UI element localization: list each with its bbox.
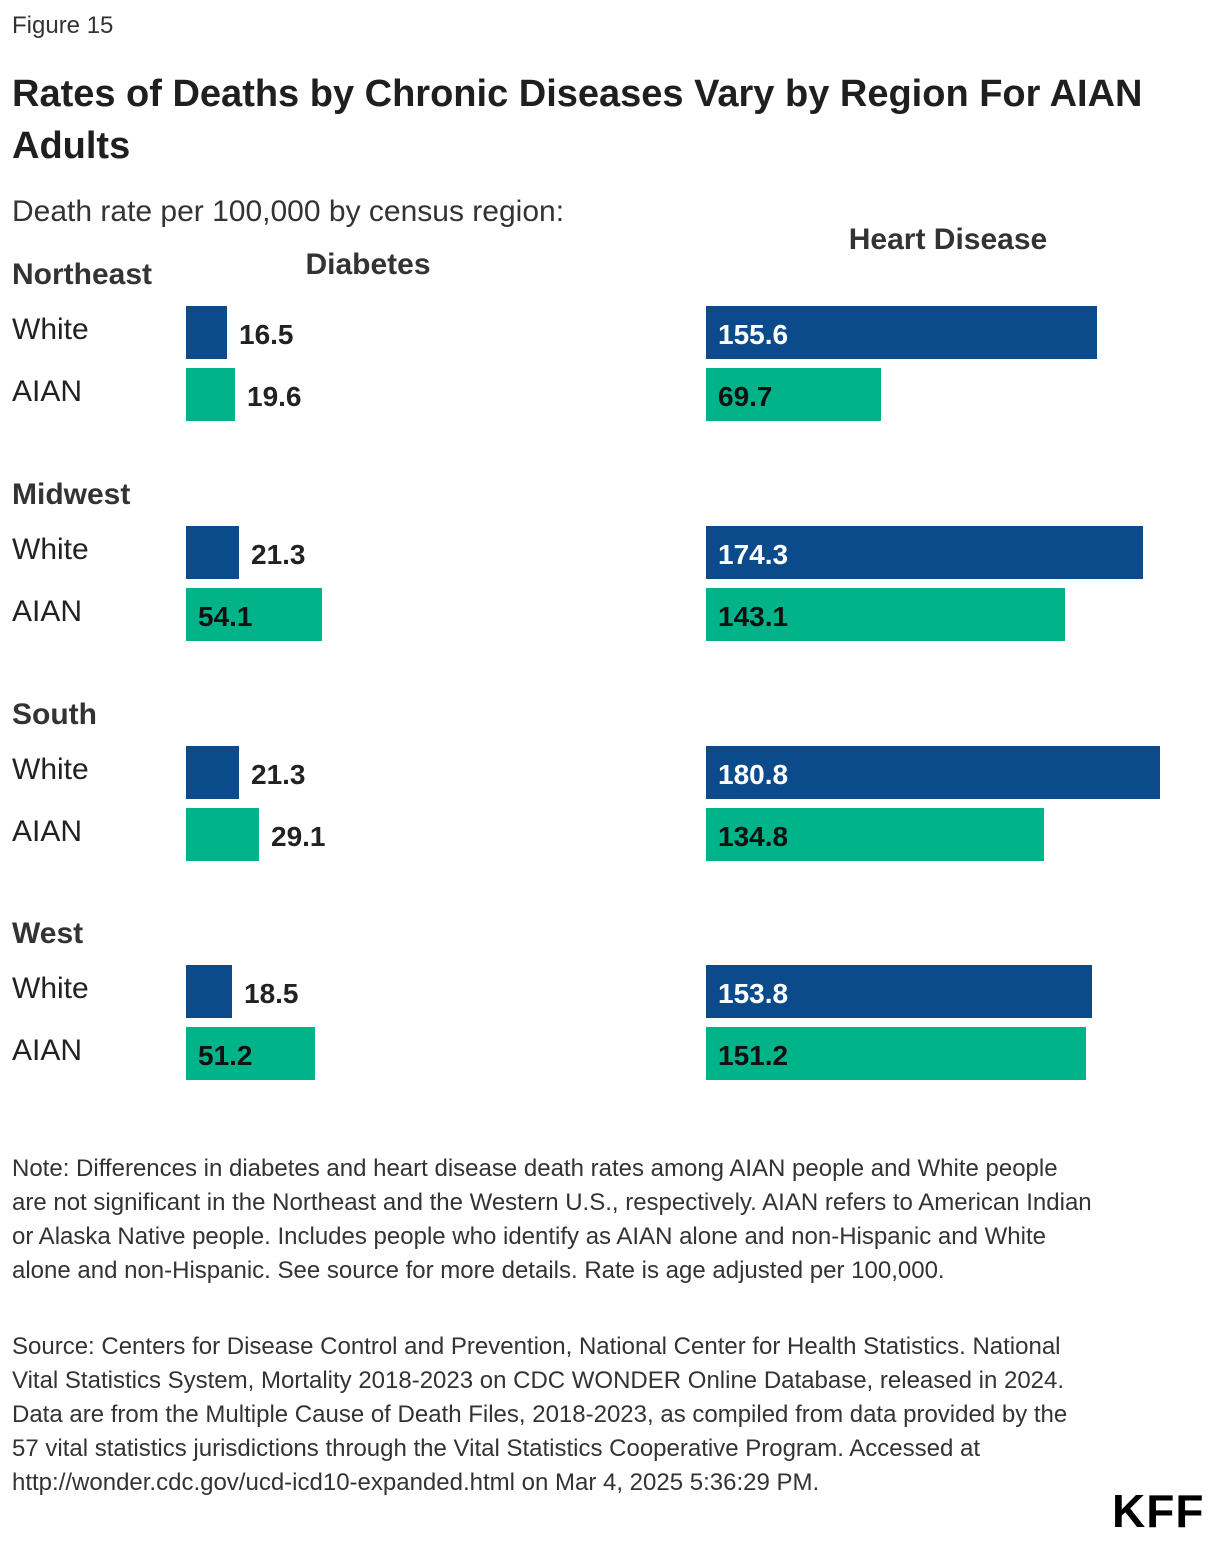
row-label-aian: AIAN	[12, 595, 83, 628]
chart-note: Note: Differences in diabetes and heart …	[12, 1155, 1092, 1284]
chart-subtitle: Death rate per 100,000 by census region:	[12, 195, 565, 228]
chart-source: Source: Centers for Disease Control and …	[12, 1333, 1068, 1496]
data-label-diabetes-northeast-white: 16.5	[239, 319, 294, 350]
bar-diabetes-northeast-aian	[186, 368, 235, 421]
row-label-aian: AIAN	[12, 815, 83, 848]
bar-diabetes-west-aian	[186, 1027, 315, 1080]
bar-heart-disease-midwest-aian	[706, 588, 1065, 641]
row-label-white: White	[12, 313, 89, 346]
data-label-diabetes-south-aian: 29.1	[271, 821, 326, 852]
bar-diabetes-west-white	[186, 965, 232, 1018]
data-label-heart-disease-south-white: 180.8	[718, 759, 789, 790]
row-label-white: White	[12, 753, 89, 786]
bar-heart-disease-northeast-aian	[706, 368, 881, 421]
data-label-heart-disease-west-white: 153.8	[718, 978, 789, 1009]
chart-title: Rates of Deaths by Chronic Diseases Vary…	[12, 73, 1143, 167]
row-label-white: White	[12, 972, 89, 1005]
bar-heart-disease-west-white	[706, 965, 1092, 1018]
data-label-heart-disease-northeast-aian: 69.7	[718, 381, 773, 412]
region-label-south: South	[12, 698, 97, 731]
kff-logo: KFF	[1112, 1485, 1205, 1537]
row-label-white: White	[12, 533, 89, 566]
data-label-diabetes-south-white: 21.3	[251, 759, 306, 790]
data-label-heart-disease-midwest-white: 174.3	[718, 539, 789, 570]
panel-header-heart-disease: Heart Disease	[848, 223, 1048, 256]
data-label-heart-disease-west-aian: 151.2	[718, 1040, 789, 1071]
data-label-diabetes-west-white: 18.5	[244, 978, 299, 1009]
bar-heart-disease-south-aian	[706, 808, 1044, 861]
data-label-heart-disease-northeast-white: 155.6	[718, 319, 789, 350]
bar-diabetes-midwest-white	[186, 526, 239, 579]
data-label-diabetes-northeast-aian: 19.6	[247, 381, 302, 412]
bar-heart-disease-midwest-white	[706, 526, 1143, 579]
bar-diabetes-northeast-white	[186, 306, 227, 359]
data-label-diabetes-midwest-white: 21.3	[251, 539, 306, 570]
bar-heart-disease-south-white	[706, 746, 1160, 799]
region-label-west: West	[12, 917, 84, 950]
bar-diabetes-midwest-aian	[186, 588, 322, 641]
row-label-aian: AIAN	[12, 375, 83, 408]
bar-diabetes-south-aian	[186, 808, 259, 861]
bar-diabetes-south-white	[186, 746, 239, 799]
region-label-midwest: Midwest	[12, 478, 131, 511]
figure-label: Figure 15	[12, 12, 114, 39]
data-label-heart-disease-midwest-aian: 143.1	[718, 601, 789, 632]
data-label-diabetes-west-aian: 51.2	[198, 1040, 253, 1071]
row-label-aian: AIAN	[12, 1034, 83, 1067]
region-label-northeast: Northeast	[12, 258, 153, 291]
bar-heart-disease-northeast-white	[706, 306, 1097, 359]
bar-heart-disease-west-aian	[706, 1027, 1086, 1080]
panel-header-diabetes: Diabetes	[305, 248, 431, 281]
data-label-heart-disease-south-aian: 134.8	[718, 821, 789, 852]
data-label-diabetes-midwest-aian: 54.1	[198, 601, 253, 632]
